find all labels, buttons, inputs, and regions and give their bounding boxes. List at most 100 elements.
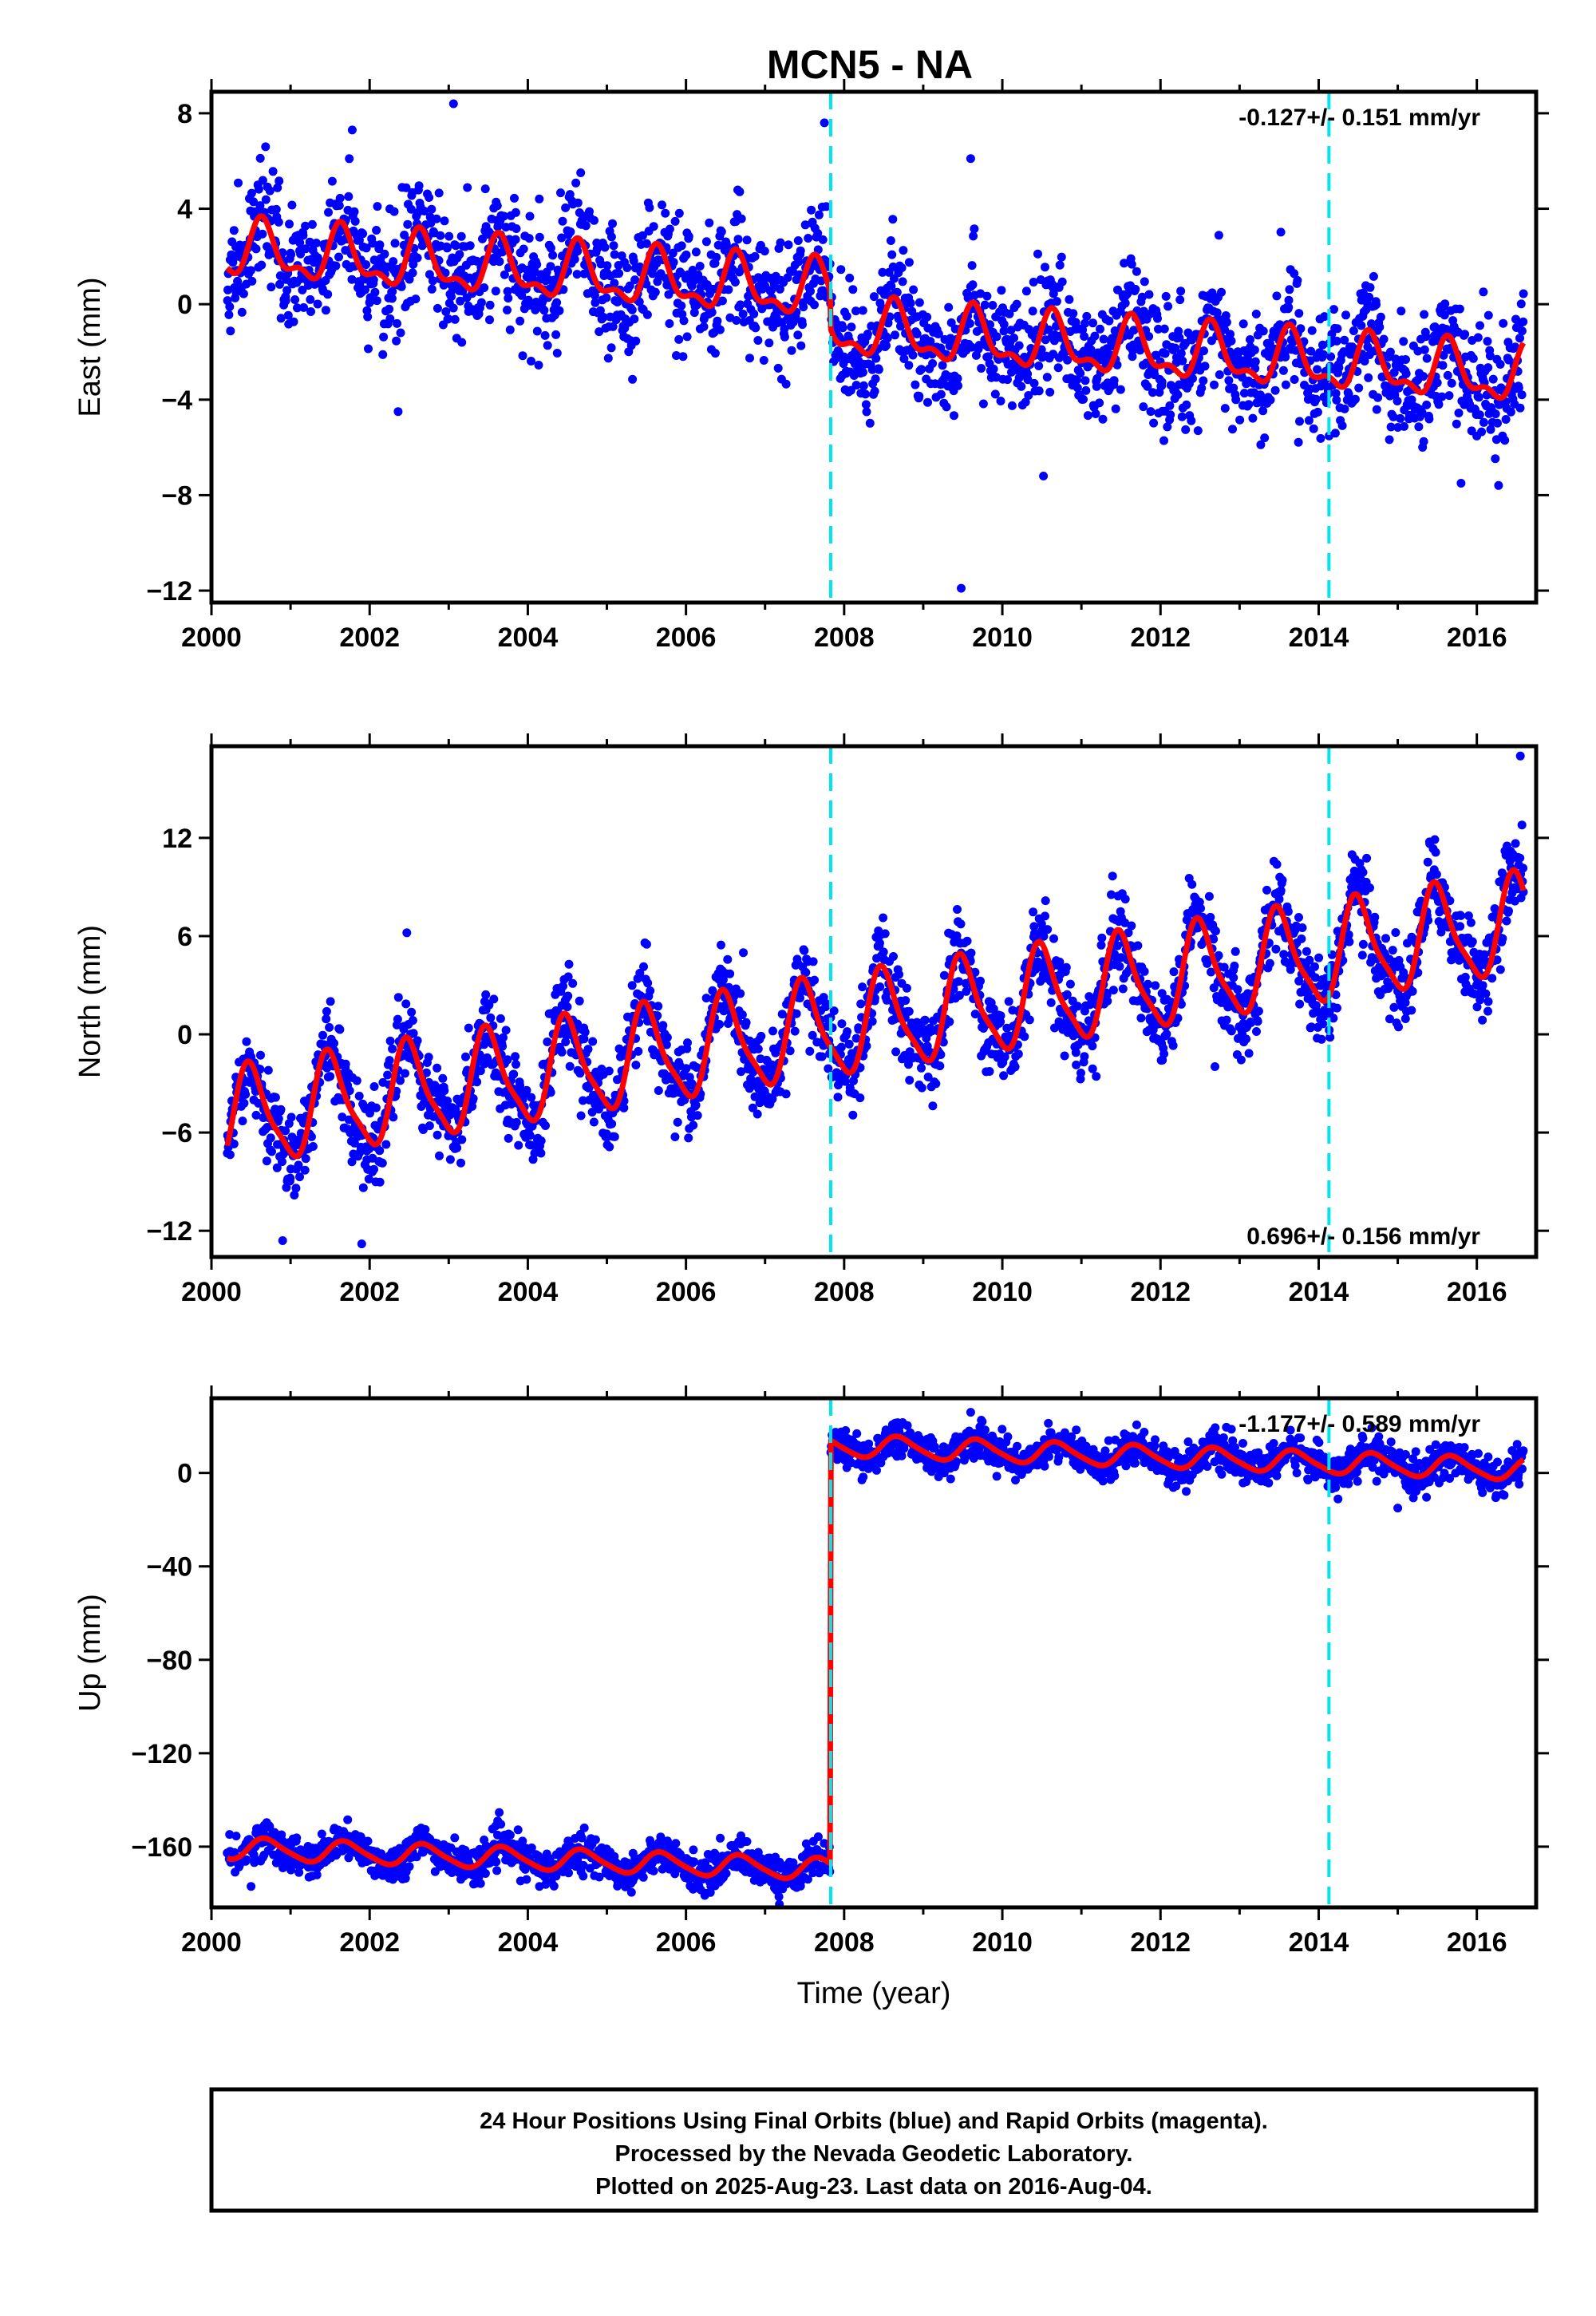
x-tick-label: 2002 (339, 1277, 400, 1307)
data-point (1151, 981, 1160, 990)
data-point (736, 300, 745, 310)
data-point (1340, 335, 1349, 345)
data-point (1154, 324, 1163, 334)
data-point (1055, 260, 1065, 270)
data-point (603, 354, 613, 363)
data-point (1276, 886, 1286, 895)
data-point (1401, 369, 1411, 378)
data-point (225, 302, 235, 311)
data-point (334, 252, 343, 262)
data-point (486, 1013, 496, 1022)
data-point (1379, 334, 1389, 344)
data-point (1207, 288, 1217, 298)
data-point (229, 226, 239, 235)
data-point (882, 341, 891, 350)
data-point (1211, 1062, 1219, 1071)
data-point (1363, 342, 1373, 352)
data-point (572, 270, 582, 279)
data-point (267, 283, 276, 292)
data-point (1053, 363, 1063, 373)
data-point (385, 1036, 395, 1045)
data-point (274, 217, 283, 227)
data-point (440, 1086, 449, 1096)
data-point (1419, 372, 1428, 381)
data-point (970, 224, 979, 234)
data-point (420, 207, 429, 215)
data-point (1447, 378, 1456, 388)
data-point (967, 261, 977, 271)
data-point (1283, 907, 1293, 916)
data-point (573, 247, 583, 256)
data-point (229, 1139, 239, 1148)
data-point (915, 391, 924, 401)
data-point (977, 364, 986, 373)
data-point (1043, 925, 1053, 935)
data-point (935, 1061, 945, 1071)
data-point (1394, 1022, 1403, 1032)
data-point (1023, 375, 1033, 385)
data-point (1137, 292, 1147, 302)
data-point (1080, 318, 1090, 328)
data-point (373, 202, 382, 211)
data-point (501, 1026, 511, 1035)
data-point (1332, 336, 1341, 346)
data-point (638, 231, 647, 240)
data-point (408, 268, 417, 278)
data-point (247, 276, 257, 286)
data-point (565, 1061, 575, 1071)
data-point (677, 301, 686, 310)
data-point (737, 214, 746, 223)
data-point (677, 241, 686, 251)
data-point (1491, 409, 1500, 419)
data-point (875, 939, 884, 948)
data-point (790, 1026, 800, 1036)
data-point (861, 389, 870, 399)
data-point (768, 1094, 777, 1104)
data-point (580, 1027, 590, 1037)
data-point (535, 194, 544, 204)
data-point (672, 351, 681, 360)
data-point (396, 1076, 405, 1085)
data-point (1098, 414, 1108, 424)
data-point (1439, 350, 1448, 360)
data-point (256, 1050, 265, 1060)
data-point (629, 256, 638, 266)
data-point (1248, 413, 1258, 423)
data-point (389, 207, 399, 216)
data-point (388, 287, 397, 296)
data-point (267, 1147, 276, 1156)
data-point (1014, 341, 1024, 350)
data-point (1144, 290, 1154, 299)
data-point (461, 1052, 470, 1061)
data-point (670, 1132, 680, 1141)
data-point (691, 1101, 701, 1110)
data-point (228, 258, 238, 267)
data-point (1310, 962, 1319, 971)
data-point (413, 1036, 422, 1045)
data-point (942, 402, 951, 412)
data-point (1444, 391, 1454, 401)
data-point (393, 993, 403, 1002)
data-point (1169, 967, 1179, 977)
data-point (383, 1070, 393, 1080)
data-point (793, 236, 803, 245)
data-point (829, 1006, 839, 1016)
data-point (441, 307, 451, 316)
data-point (810, 975, 820, 985)
data-point (1238, 319, 1248, 329)
x-tick-label: 2000 (181, 622, 242, 653)
data-point (370, 287, 380, 297)
data-point (1492, 955, 1502, 965)
data-point (1445, 896, 1455, 906)
data-point (715, 325, 725, 334)
data-point (1477, 427, 1487, 437)
data-point (1357, 951, 1367, 960)
data-point (1424, 414, 1434, 424)
north-frame (209, 744, 1539, 1259)
east-frame (209, 89, 1539, 605)
data-point (1456, 922, 1465, 931)
data-point (1178, 356, 1187, 366)
data-point (1166, 410, 1175, 420)
data-point (759, 356, 768, 365)
